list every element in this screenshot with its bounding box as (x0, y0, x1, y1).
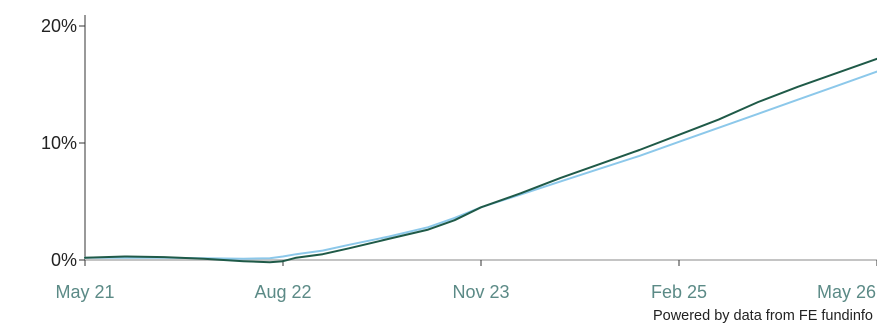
y-axis: 0% 10% 20% (41, 15, 877, 270)
x-axis: May 21 Aug 22 Nov 23 Feb 25 May 26 (55, 260, 877, 302)
y-tick-label: 20% (41, 16, 77, 36)
x-tick-label: May 21 (55, 282, 114, 302)
series-lines (84, 57, 877, 264)
x-tick-label: Aug 22 (254, 282, 311, 302)
data-source-credit: Powered by data from FE fundinfo (653, 308, 873, 324)
x-tick-label: Nov 23 (452, 282, 509, 302)
series-line (84, 70, 877, 260)
series-line (84, 57, 877, 264)
x-tick-label: Feb 25 (651, 282, 707, 302)
y-tick-label: 0% (51, 250, 77, 270)
y-tick-label: 10% (41, 133, 77, 153)
x-tick-label: May 26 (817, 282, 876, 302)
